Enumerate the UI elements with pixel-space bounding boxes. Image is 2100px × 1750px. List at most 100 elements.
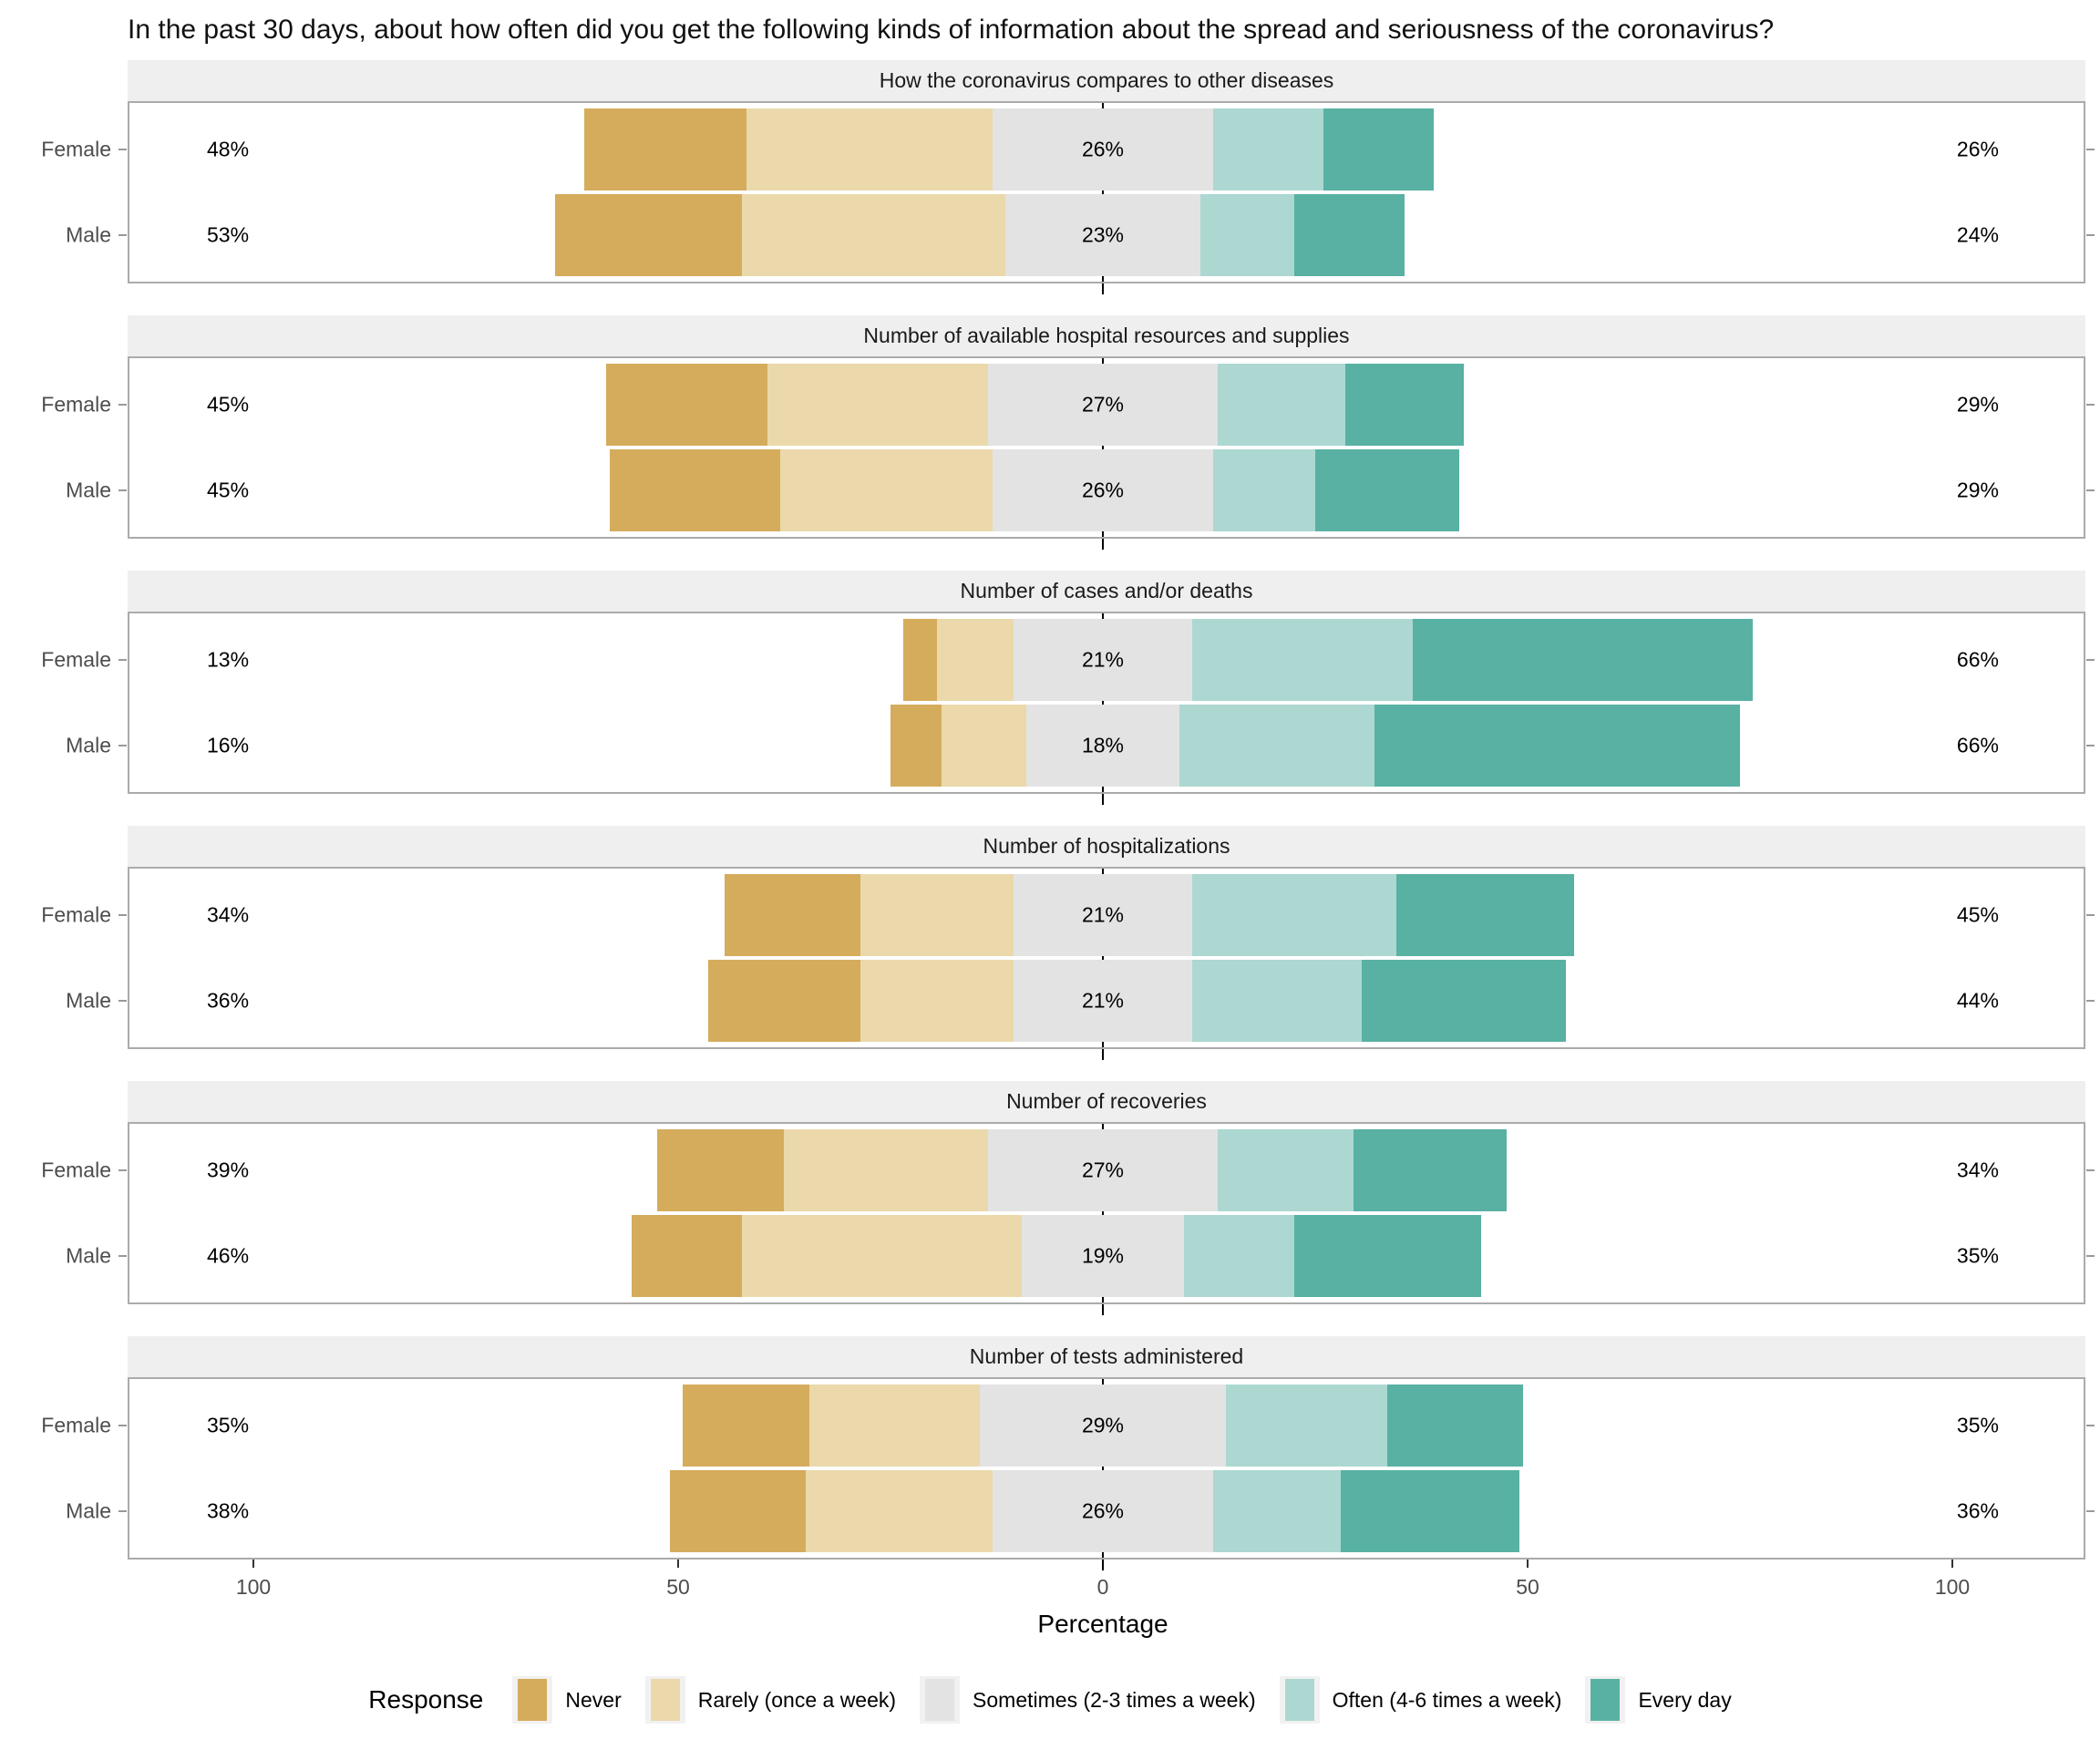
bar-segment-often (1213, 449, 1315, 531)
bar-segment-sometimes (988, 364, 1218, 446)
legend-swatch-icon (518, 1679, 548, 1721)
x-tick-label: 100 (235, 1575, 272, 1599)
bar-segment-often (1226, 1385, 1388, 1467)
center-percent-label: 18% (1081, 733, 1125, 757)
panel-title: Number of cases and/or deaths (960, 579, 1253, 602)
zero-tick (1102, 794, 1104, 805)
y-tick-left (118, 1425, 127, 1426)
left-percent-label: 36% (207, 988, 250, 1013)
zero-reference-line (1102, 869, 1104, 1047)
zero-reference-line (1102, 1124, 1104, 1302)
y-tick-right (2086, 489, 2095, 491)
bar-segment-never (584, 108, 746, 190)
bar-row-female (656, 1129, 1507, 1211)
panel-title: Number of tests administered (969, 1344, 1244, 1368)
x-tick (252, 1560, 254, 1568)
bar-segment-rarely (767, 364, 989, 446)
legend-key (920, 1676, 961, 1724)
bar-segment-every (1293, 194, 1405, 276)
y-tick-right (2086, 234, 2095, 236)
y-tick-right (2086, 149, 2095, 150)
y-tick-right (2086, 1510, 2095, 1512)
y-tick-left (118, 1255, 127, 1257)
y-tick-left (118, 149, 127, 150)
bar-segment-sometimes (1014, 874, 1192, 956)
y-tick-left (118, 234, 127, 236)
panel-strip: Number of available hospital resources a… (128, 315, 2085, 356)
panel-body: 35% 29% 35% 38% 26% 36% (128, 1377, 2085, 1560)
left-percent-label: 13% (207, 647, 250, 672)
zero-tick (1102, 283, 1104, 294)
left-percent-label: 45% (207, 392, 250, 417)
right-percent-label: 45% (1956, 902, 1999, 927)
legend-item: Sometimes (2-3 times a week) (920, 1676, 1256, 1724)
left-percent-label: 34% (207, 902, 250, 927)
bar-segment-often (1191, 619, 1414, 701)
panel-title: Number of available hospital resources a… (863, 324, 1350, 347)
bar-row-female (584, 108, 1435, 190)
y-tick-left (118, 914, 127, 916)
bar-segment-often (1183, 1215, 1294, 1297)
bar-segment-every (1387, 1385, 1524, 1467)
bar-segment-every (1293, 1215, 1481, 1297)
bar-segment-never (725, 874, 861, 956)
y-tick-right (2086, 1425, 2095, 1426)
legend-label: Sometimes (2-3 times a week) (973, 1687, 1256, 1712)
zero-reference-line (1102, 1379, 1104, 1558)
y-tick-left (118, 1000, 127, 1002)
bar-segment-sometimes (1022, 1215, 1184, 1297)
y-tick-left (118, 404, 127, 406)
bar-segment-rarely (860, 960, 1014, 1042)
bar-segment-often (1191, 874, 1396, 956)
zero-tick (1102, 1560, 1104, 1570)
bar-segment-sometimes (992, 1470, 1214, 1552)
left-percent-label: 53% (207, 222, 250, 247)
zero-tick (1102, 539, 1104, 550)
bar-segment-never (707, 960, 861, 1042)
panel-title: How the coronavirus compares to other di… (879, 68, 1334, 92)
left-percent-label: 46% (207, 1243, 250, 1268)
center-percent-label: 23% (1081, 222, 1125, 247)
legend-key (1585, 1676, 1626, 1724)
bar-segment-rarely (809, 1385, 980, 1467)
legend-key (1279, 1676, 1320, 1724)
y-tick-left (118, 489, 127, 491)
bar-segment-rarely (741, 1215, 1023, 1297)
legend-key (644, 1676, 685, 1724)
x-tick-label: 0 (1096, 1575, 1109, 1599)
bar-segment-sometimes (1004, 194, 1201, 276)
bar-segment-sometimes (1026, 705, 1179, 787)
bar-segment-often (1217, 364, 1345, 446)
bar-segment-every (1413, 619, 1753, 701)
y-tick-right (2086, 745, 2095, 746)
y-tick-left (118, 1169, 127, 1171)
y-tick-left (118, 745, 127, 746)
bar-segment-rarely (937, 619, 1014, 701)
legend-label: Often (4-6 times a week) (1332, 1687, 1562, 1712)
right-percent-label: 24% (1956, 222, 1999, 247)
left-percent-label: 16% (207, 733, 250, 757)
legend-label: Every day (1638, 1687, 1732, 1712)
bar-segment-every (1344, 364, 1465, 446)
bar-segment-rarely (784, 1129, 989, 1211)
center-percent-label: 27% (1081, 1158, 1125, 1182)
y-tick-right (2086, 659, 2095, 661)
left-percent-label: 45% (207, 478, 250, 502)
x-axis-label: Percentage (1037, 1610, 1168, 1638)
bar-segment-rarely (941, 705, 1027, 787)
bar-segment-rarely (741, 194, 1005, 276)
panel-body: 45% 27% 29% 45% 26% 29% (128, 356, 2085, 539)
x-tick-label: 50 (1516, 1575, 1539, 1599)
right-percent-label: 35% (1956, 1243, 1999, 1268)
panel-strip: How the coronavirus compares to other di… (128, 60, 2085, 101)
zero-tick (1102, 1304, 1104, 1315)
right-percent-label: 34% (1956, 1158, 1999, 1182)
legend-item: Rarely (once a week) (644, 1676, 896, 1724)
bar-segment-sometimes (979, 1385, 1227, 1467)
center-percent-label: 21% (1081, 988, 1125, 1013)
right-percent-label: 26% (1956, 137, 1999, 161)
zero-tick (1102, 1049, 1104, 1060)
left-percent-label: 39% (207, 1158, 250, 1182)
bar-segment-never (605, 364, 767, 446)
